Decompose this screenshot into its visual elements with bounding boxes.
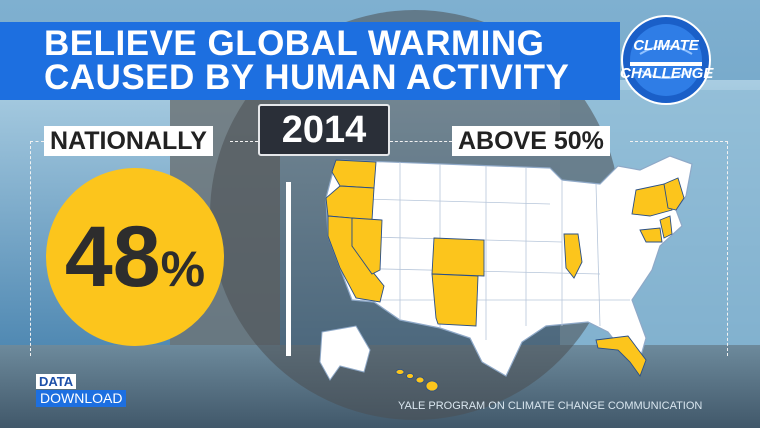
state-florida [595, 335, 647, 377]
national-percentage-value: 48 [64, 209, 161, 305]
dashed-frame-left-side [30, 141, 31, 356]
state-new-england [663, 177, 685, 211]
state-nevada [351, 217, 383, 275]
divider-line [286, 182, 291, 356]
title-line-1: BELIEVE GLOBAL WARMING [44, 24, 545, 63]
us-map [319, 155, 693, 392]
climate-challenge-globe-icon [621, 15, 711, 105]
state-maryland-delaware [639, 227, 663, 243]
state-new-mexico [431, 273, 479, 327]
contiguous-us-outline [325, 155, 693, 377]
national-percentage-circle [46, 168, 224, 346]
national-percentage: 48% [50, 212, 220, 314]
badge-line-1: CLIMATE [633, 37, 699, 54]
dashed-frame-right-top-1 [390, 141, 452, 142]
dashed-frame-right-side [727, 141, 728, 356]
state-alaska [319, 325, 371, 381]
year-label: 2014 [258, 104, 390, 156]
data-download-logo-top: DATA [36, 374, 77, 389]
state-new-york [631, 183, 673, 217]
national-percentage-unit: % [160, 241, 206, 297]
data-download-logo-bottom: DOWNLOAD [36, 390, 127, 407]
state-illinois [563, 233, 583, 279]
dashed-frame-left-top-2 [230, 141, 258, 142]
state-colorado [431, 237, 485, 277]
state-new-jersey [659, 215, 673, 239]
nationally-label: NATIONALLY [44, 126, 213, 156]
dashed-frame-left-top [30, 141, 44, 142]
title-line-2: CAUSED BY HUMAN ACTIVITY [44, 58, 570, 97]
above-50-label: ABOVE 50% [452, 126, 610, 156]
badge-line-2: CHALLENGE [620, 65, 714, 82]
title-banner [0, 22, 620, 100]
state-washington [331, 159, 377, 189]
state-hawaii [395, 369, 439, 392]
source-credit: YALE PROGRAM ON CLIMATE CHANGE COMMUNICA… [398, 400, 703, 412]
dashed-frame-right-top-2 [630, 141, 728, 142]
